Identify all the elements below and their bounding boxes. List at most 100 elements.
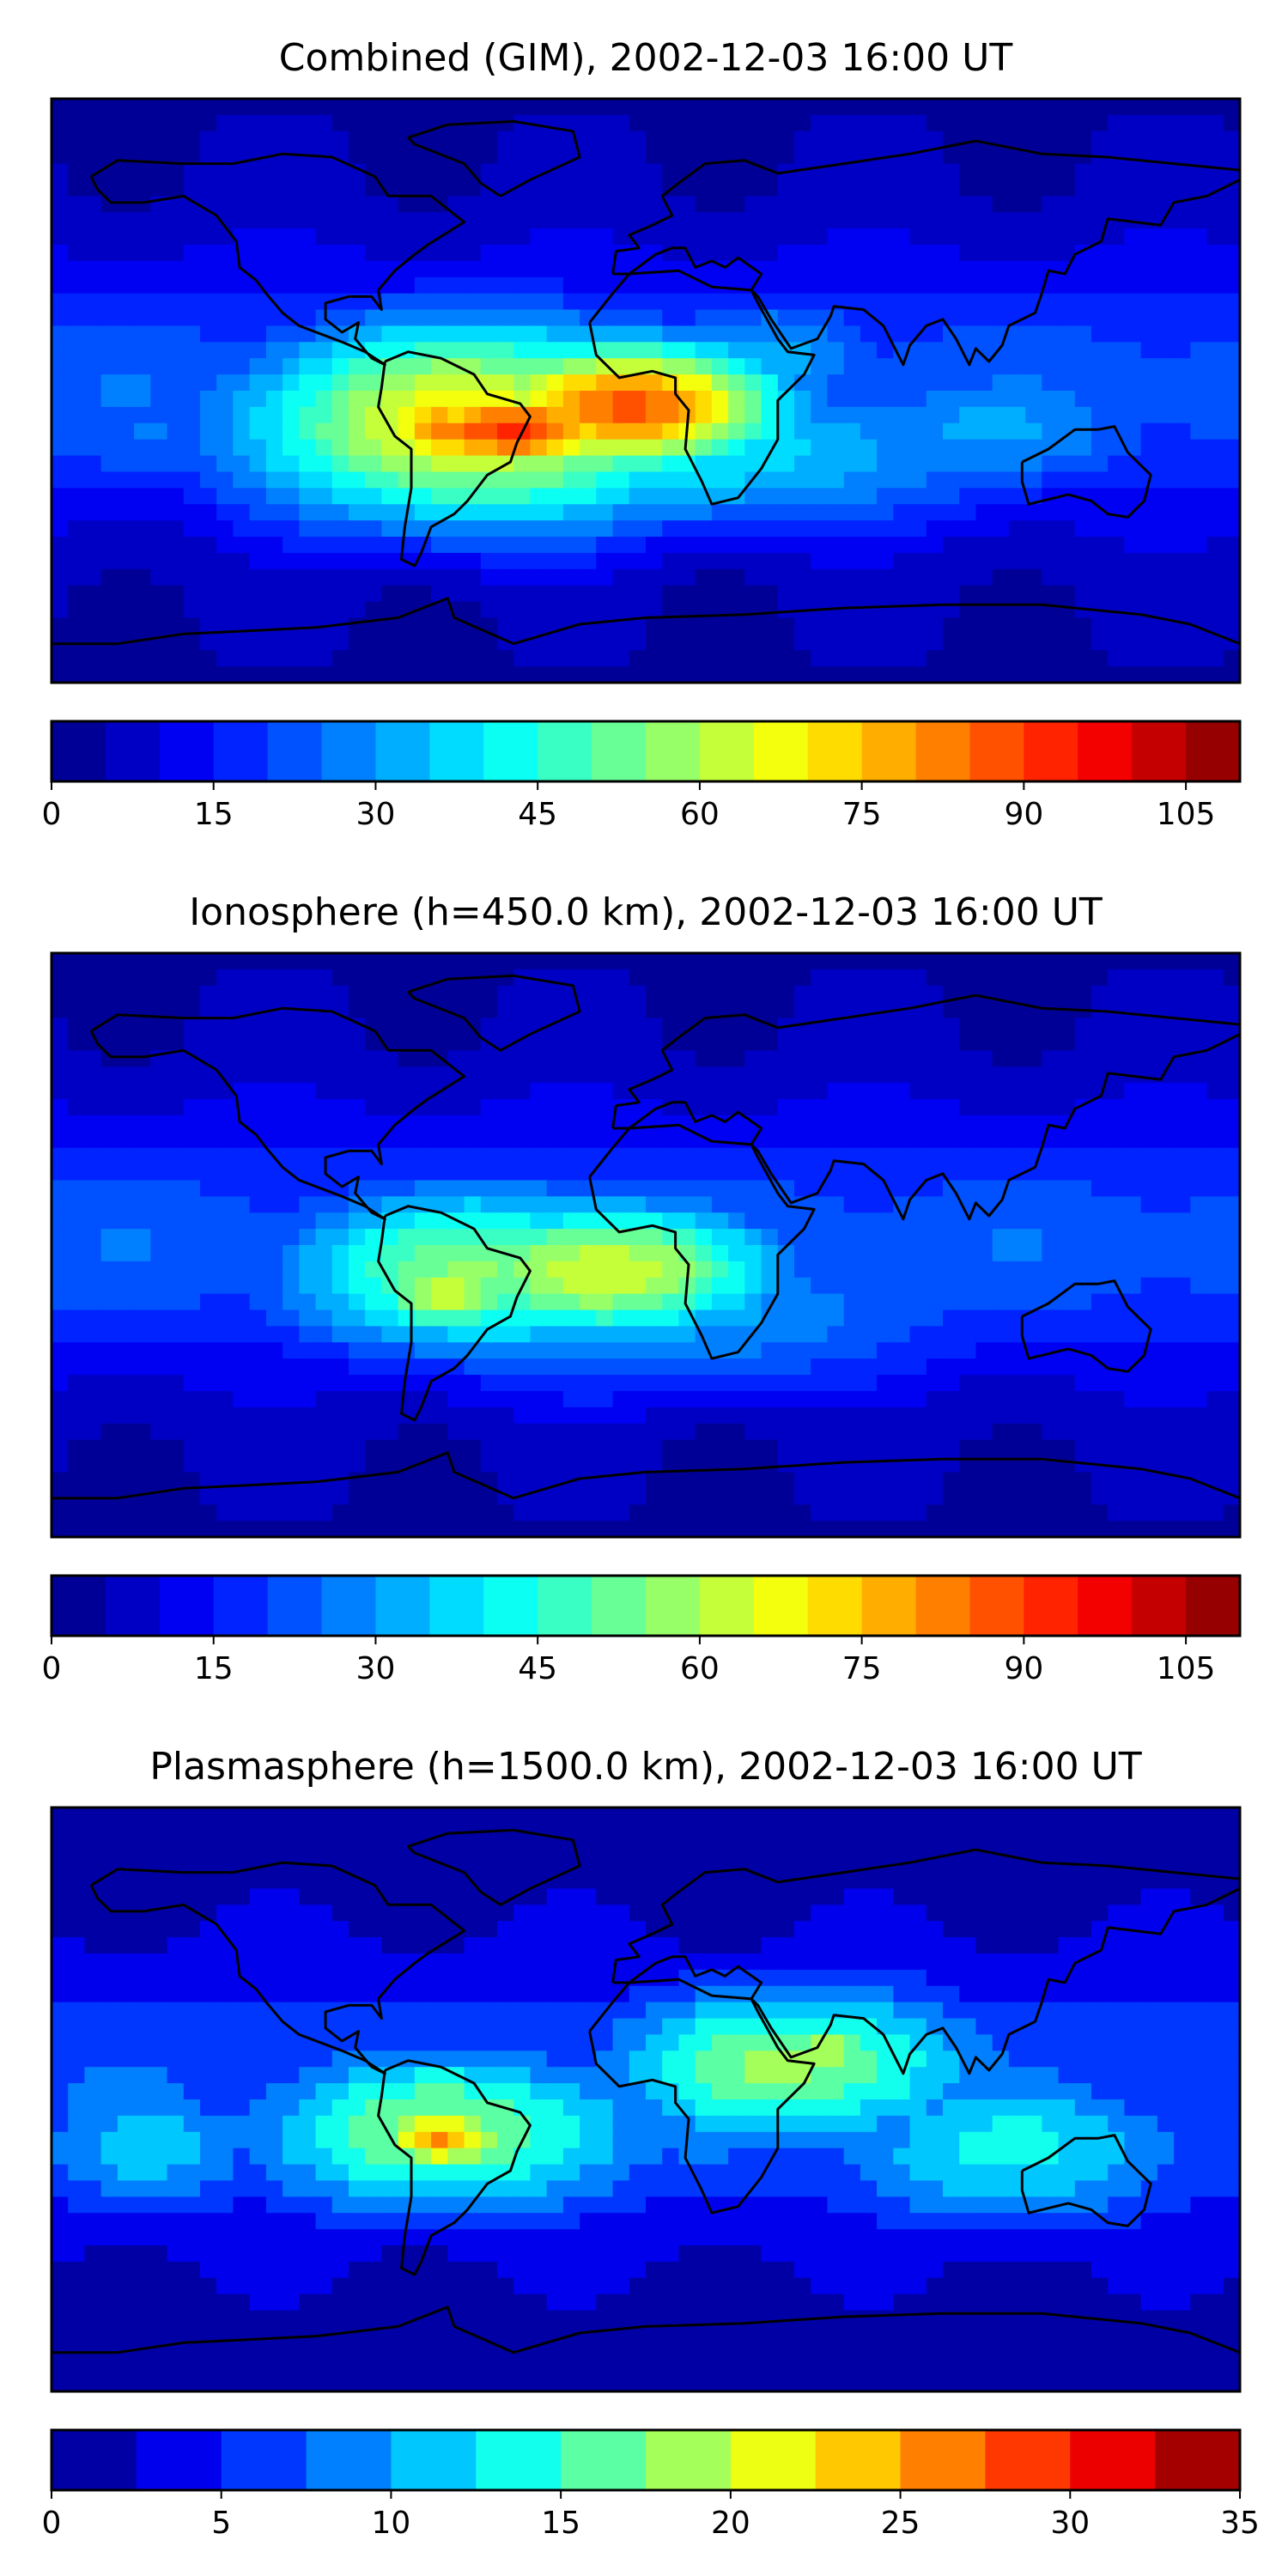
field-cell xyxy=(414,1472,432,1489)
field-cell xyxy=(134,1196,151,1213)
field-cell xyxy=(1206,455,1224,473)
field-cell xyxy=(100,1391,118,1408)
field-cell xyxy=(349,1066,366,1084)
field-cell xyxy=(1124,537,1142,554)
field-cell xyxy=(777,488,795,505)
field-cell xyxy=(183,1115,201,1133)
field-cell xyxy=(695,1391,713,1408)
field-cell xyxy=(794,1375,811,1392)
field-cell xyxy=(283,228,300,246)
field-cell xyxy=(662,439,680,457)
field-cell xyxy=(546,1034,564,1051)
field-cell xyxy=(464,1277,482,1295)
field-cell xyxy=(629,1293,647,1311)
field-cell xyxy=(1190,1196,1208,1213)
field-cell xyxy=(52,1455,69,1473)
field-cell xyxy=(728,455,745,473)
field-cell xyxy=(811,666,829,683)
field-cell xyxy=(1190,196,1208,213)
field-cell xyxy=(711,228,729,246)
field-cell xyxy=(349,568,366,586)
field-cell xyxy=(447,245,465,262)
field-cell xyxy=(265,179,283,197)
field-cell xyxy=(249,1342,267,1359)
field-cell xyxy=(398,1277,416,1295)
field-cell xyxy=(530,1472,548,1489)
field-cell xyxy=(728,1309,745,1327)
field-cell xyxy=(1091,1293,1109,1311)
colorbar-segment xyxy=(646,721,701,781)
field-cell xyxy=(711,455,729,473)
field-cell xyxy=(167,406,185,424)
field-cell xyxy=(249,634,267,651)
field-cell xyxy=(233,1034,251,1051)
field-cell xyxy=(349,1423,366,1441)
field-cell xyxy=(1108,1439,1126,1457)
field-cell xyxy=(150,985,168,1003)
field-cell xyxy=(629,439,647,457)
field-cell xyxy=(926,1245,944,1262)
field-cell xyxy=(992,293,1010,311)
field-cell xyxy=(1140,1406,1158,1425)
field-cell xyxy=(860,1342,878,1359)
field-cell xyxy=(480,439,498,457)
field-cell xyxy=(464,585,482,603)
field-cell xyxy=(134,1439,151,1457)
field-cell xyxy=(216,1099,234,1116)
field-cell xyxy=(711,358,729,375)
field-cell xyxy=(843,1163,861,1182)
field-cell xyxy=(134,325,151,343)
field-cell xyxy=(331,568,349,586)
field-cell xyxy=(134,1423,151,1441)
field-cell xyxy=(562,488,580,505)
field-cell xyxy=(1190,1406,1208,1425)
field-cell xyxy=(1008,552,1026,570)
field-cell xyxy=(926,617,944,635)
field-cell xyxy=(794,196,811,213)
field-cell xyxy=(695,601,713,619)
field-cell xyxy=(744,358,762,375)
field-cell xyxy=(283,1375,300,1392)
field-cell xyxy=(150,488,168,505)
field-cell xyxy=(299,1196,317,1213)
field-cell xyxy=(398,634,416,651)
field-cell xyxy=(68,114,86,132)
field-cell xyxy=(843,325,861,343)
field-cell xyxy=(695,196,713,213)
field-cell xyxy=(860,179,878,197)
field-cell xyxy=(68,1050,86,1067)
field-cell xyxy=(183,293,201,311)
field-cell xyxy=(200,1196,217,1213)
field-cell xyxy=(580,374,597,392)
field-cell xyxy=(134,260,151,278)
field-cell xyxy=(398,488,416,505)
field-cell xyxy=(134,342,151,359)
field-cell xyxy=(464,1001,482,1019)
field-cell xyxy=(678,1423,696,1441)
field-cell xyxy=(1140,1293,1158,1311)
field-cell xyxy=(100,358,118,375)
field-cell xyxy=(167,1439,185,1457)
field-cell xyxy=(200,1245,217,1262)
field-cell xyxy=(331,1472,349,1489)
field-cell xyxy=(959,1245,977,1262)
field-cell xyxy=(992,520,1010,538)
colorbar-segment xyxy=(1186,721,1241,781)
field-cell xyxy=(612,391,630,408)
field-cell xyxy=(1042,1099,1060,1116)
field-cell xyxy=(827,391,845,408)
field-cell xyxy=(447,1293,465,1311)
field-cell xyxy=(794,455,811,473)
field-cell xyxy=(695,953,713,970)
field-cell xyxy=(1124,1115,1142,1133)
field-cell xyxy=(761,358,779,375)
field-cell xyxy=(398,131,416,149)
field-cell xyxy=(678,1196,696,1213)
field-cell xyxy=(811,568,829,586)
field-cell xyxy=(100,1212,118,1230)
field-cell xyxy=(877,163,894,181)
field-cell xyxy=(365,1229,383,1246)
field-cell xyxy=(678,1245,696,1262)
field-cell xyxy=(646,1358,663,1376)
field-cell xyxy=(1108,455,1126,473)
